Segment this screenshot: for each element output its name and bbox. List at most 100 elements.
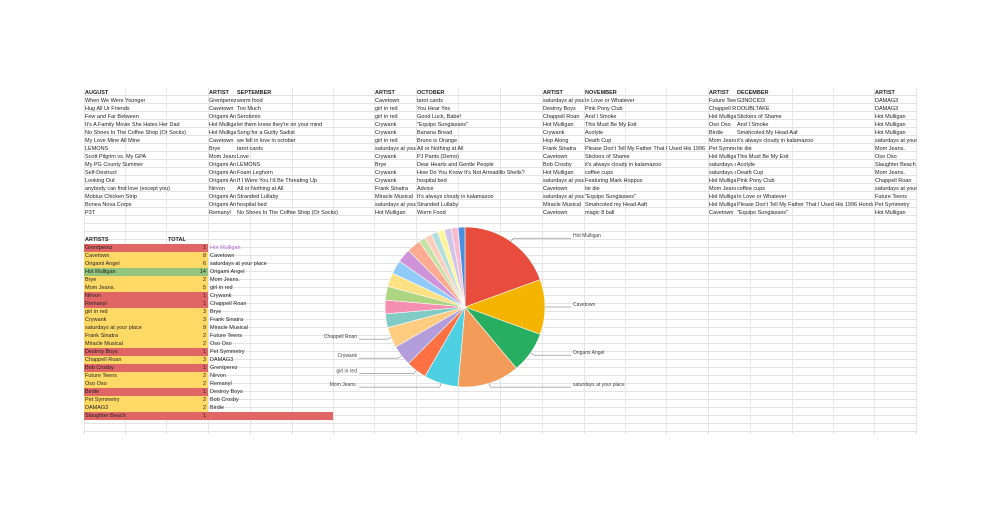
song-cell[interactable]: saturdays at your place <box>543 193 584 200</box>
song-cell[interactable]: Pet Symmetry <box>875 201 910 208</box>
song-cell[interactable]: It's always cloudy in kalamazoo <box>417 193 494 200</box>
song-cell[interactable]: hospital bed <box>237 201 267 208</box>
tally-total-cell[interactable]: 3 <box>202 357 206 363</box>
tally-total-cell[interactable]: 1 <box>202 389 206 395</box>
song-cell[interactable]: saturdays at your place <box>543 177 584 184</box>
song-cell[interactable]: Hot Mulligan <box>875 209 906 216</box>
song-cell[interactable]: Acolyte <box>585 129 604 136</box>
song-cell[interactable]: This Must Be My Exit <box>737 153 789 160</box>
tally-total-cell[interactable]: 2 <box>202 277 206 283</box>
month-header-cell[interactable]: AUGUST <box>85 89 109 96</box>
tally-artist-cell[interactable]: Brye <box>85 277 97 283</box>
tally-artist-cell[interactable]: girl in red <box>85 309 108 315</box>
song-cell[interactable]: it's always cloudy in kalamazoo <box>737 137 814 144</box>
song-cell[interactable]: Self-Destruct <box>85 169 117 176</box>
tally-artist-cell[interactable]: Bob Crosby <box>85 365 114 371</box>
sorted-artist-cell[interactable]: Chappell Roan <box>210 301 247 307</box>
song-cell[interactable]: Serotonin <box>237 113 261 120</box>
song-cell[interactable]: Featuring Mark Hoppus <box>585 177 643 184</box>
tally-artist-cell[interactable]: DAMAG3 <box>85 405 109 411</box>
song-cell[interactable]: "Equipo Sunglasses" <box>417 121 468 128</box>
song-cell[interactable]: G3NOCID3 <box>737 97 766 104</box>
sorted-artist-cell[interactable]: DAMAG3 <box>210 357 234 363</box>
song-cell[interactable]: Cavetown <box>543 153 568 160</box>
song-cell[interactable]: Mom Jeans. <box>875 169 905 176</box>
month-header-cell[interactable]: ARTIST <box>709 89 729 96</box>
song-cell[interactable]: Future Teens <box>709 97 736 104</box>
song-cell[interactable]: DOUBLTAKE <box>737 105 770 112</box>
tally-artist-cell[interactable]: Grentperez <box>85 245 113 251</box>
song-cell[interactable]: Love <box>237 153 249 160</box>
song-cell[interactable]: Good Luck, Babe! <box>417 113 462 120</box>
song-cell[interactable]: anybody can find love (except you) <box>85 185 170 192</box>
song-cell[interactable]: Origami Angel <box>209 113 236 120</box>
song-cell[interactable]: Hot Mulligan <box>875 113 906 120</box>
song-cell[interactable]: Remanyl <box>209 209 231 216</box>
song-cell[interactable]: Hot Mulligan <box>875 121 906 128</box>
song-cell[interactable]: Mom Jeans. <box>709 185 736 192</box>
song-cell[interactable]: hospital bed <box>417 177 447 184</box>
song-cell[interactable]: Hot Mulligan <box>543 169 574 176</box>
song-cell[interactable]: Pink Pony Club <box>737 177 775 184</box>
song-cell[interactable]: Please Don't Tell My Father That I Used … <box>585 145 707 152</box>
sorted-artist-cell[interactable]: Birdie <box>210 405 225 411</box>
sorted-artist-cell[interactable]: Remanyl <box>210 381 232 387</box>
song-cell[interactable]: saturdays at your place <box>709 161 736 168</box>
tally-artist-cell[interactable]: Chappell Roan <box>85 357 122 363</box>
tally-artist-cell[interactable]: Hot Mulligan <box>85 269 116 275</box>
song-cell[interactable]: My Love Mine All Mine <box>85 137 141 144</box>
tally-artist-cell[interactable]: Cavetown <box>85 253 110 259</box>
song-cell[interactable]: let them know they're on your mind <box>237 121 323 128</box>
song-cell[interactable]: No Shoes In The Coffee Shop (Or Socks) <box>237 209 338 216</box>
song-cell[interactable]: And I Smoke <box>737 121 769 128</box>
song-cell[interactable]: Hug All Ur Friends <box>85 105 130 112</box>
song-cell[interactable]: "Equipo Sunglasses" <box>737 209 788 216</box>
tally-total-cell[interactable]: 2 <box>202 397 206 403</box>
sorted-artist-cell[interactable]: Hot Mulligan <box>210 245 241 251</box>
song-cell[interactable]: Pet Symmetry <box>709 145 736 152</box>
song-cell[interactable]: Future Teens <box>875 193 908 200</box>
song-cell[interactable]: Looking Out <box>85 177 115 184</box>
tally-total-cell[interactable]: 14 <box>199 269 206 275</box>
song-cell[interactable]: girl in red <box>375 113 398 120</box>
song-cell[interactable]: Few and Far Between <box>85 113 139 120</box>
song-cell[interactable]: Crywank <box>375 153 397 160</box>
song-cell[interactable]: saturdays at your place <box>709 169 736 176</box>
song-cell[interactable]: Brye <box>375 161 387 168</box>
tally-total-cell[interactable]: 5 <box>202 285 206 291</box>
tally-artist-cell[interactable]: Miracle Musical <box>85 341 123 347</box>
song-cell[interactable]: Oso Oso <box>709 121 731 128</box>
song-cell[interactable]: Grentperez <box>209 97 236 104</box>
sorted-artist-cell[interactable]: Cavetown <box>210 253 235 259</box>
song-cell[interactable]: LEMONS <box>85 145 109 152</box>
song-cell[interactable]: Stranded Lullaby <box>417 201 459 208</box>
song-cell[interactable]: Please Don't Tell My Father That I Used … <box>737 201 873 208</box>
song-cell[interactable]: Frank Sinatra <box>543 145 577 152</box>
month-header-cell[interactable]: SEPTEMBER <box>237 89 272 96</box>
month-header-cell[interactable]: NOVEMBER <box>585 89 617 96</box>
tally-artist-cell[interactable]: Future Teens <box>85 373 118 379</box>
song-cell[interactable]: Cavetown <box>543 209 568 216</box>
tally-header-total[interactable]: TOTAL <box>168 237 186 243</box>
song-cell[interactable]: coffee cups <box>737 185 766 192</box>
song-cell[interactable]: Chappell Roan <box>709 105 736 112</box>
sorted-artist-cell[interactable]: Miracle Musical <box>210 325 248 331</box>
tally-total-cell[interactable]: 1 <box>202 349 206 355</box>
tally-total-cell[interactable]: 2 <box>202 341 206 347</box>
tally-total-cell[interactable]: 2 <box>202 333 206 339</box>
song-cell[interactable]: Origami Angel <box>209 201 236 208</box>
song-cell[interactable]: Mom Jeans. <box>209 153 236 160</box>
tally-artist-cell[interactable]: Crywank <box>85 317 107 323</box>
song-cell[interactable]: All or Nothing at All <box>237 185 284 192</box>
song-cell[interactable]: Death Cup <box>737 169 764 176</box>
song-cell[interactable]: saturdays at your place <box>375 201 416 208</box>
song-cell[interactable]: Origami Angel <box>209 193 236 200</box>
song-cell[interactable]: Pink Pony Club <box>585 105 623 112</box>
tally-total-cell[interactable]: 1 <box>202 301 206 307</box>
song-cell[interactable]: Crywank <box>375 177 397 184</box>
song-cell[interactable]: Worm Food <box>417 209 446 216</box>
song-cell[interactable]: All or Nothing at All <box>417 145 464 152</box>
month-header-cell[interactable]: ARTIST <box>209 89 229 96</box>
tally-total-cell[interactable]: 6 <box>202 261 206 267</box>
song-cell[interactable]: P3T <box>85 209 96 216</box>
